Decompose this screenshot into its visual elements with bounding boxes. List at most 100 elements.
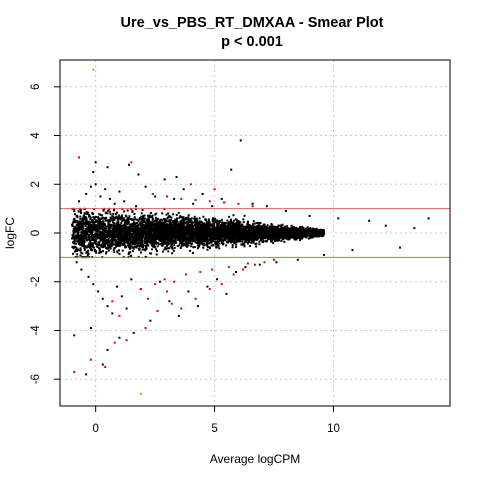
band-point: [139, 223, 142, 226]
band-point: [180, 244, 183, 247]
band-point: [156, 250, 159, 253]
band-point: [197, 243, 200, 246]
band-point: [198, 217, 201, 220]
band-point: [121, 217, 124, 220]
band-point: [148, 235, 151, 238]
band-point: [253, 222, 256, 225]
band-point: [156, 217, 159, 220]
band-point: [166, 220, 169, 223]
band-point: [173, 226, 176, 229]
band-point: [225, 244, 228, 247]
band-point: [129, 246, 132, 249]
band-point: [242, 226, 245, 229]
band-point: [198, 232, 201, 235]
band-point: [194, 222, 197, 225]
band-point: [136, 236, 139, 239]
band-point: [277, 224, 280, 227]
band-point: [92, 213, 95, 216]
band-point: [290, 224, 293, 227]
band-point: [113, 243, 116, 246]
band-point: [142, 220, 145, 223]
band-point: [183, 227, 186, 230]
band-point: [109, 210, 112, 213]
band-point: [86, 226, 89, 229]
band-point: [112, 249, 115, 252]
band-point: [147, 244, 150, 247]
band-point: [72, 232, 75, 235]
band-point: [114, 243, 117, 246]
band-point: [132, 228, 135, 231]
band-point: [178, 216, 181, 219]
band-point: [142, 236, 145, 239]
band-point: [74, 246, 77, 249]
band-point: [259, 237, 262, 240]
band-point: [279, 228, 282, 231]
band-point: [237, 223, 240, 226]
band-point: [86, 251, 89, 254]
band-point: [89, 215, 92, 218]
band-point: [166, 217, 169, 220]
band-point: [154, 223, 157, 226]
band-point: [74, 249, 77, 252]
band-point: [153, 239, 156, 242]
band-point: [183, 221, 186, 224]
band-point: [152, 241, 155, 244]
band-point: [202, 246, 205, 249]
band-point: [165, 213, 168, 216]
band-point: [112, 233, 115, 236]
band-point: [97, 220, 100, 223]
band-point: [264, 239, 267, 242]
band-point: [228, 237, 231, 240]
band-point: [105, 251, 108, 254]
band-point: [258, 240, 261, 243]
band-point: [211, 220, 214, 223]
band-point: [93, 217, 96, 220]
band-point: [195, 228, 198, 231]
band-point: [144, 255, 147, 258]
band-point: [219, 239, 222, 242]
band-point: [90, 232, 93, 235]
band-point: [139, 236, 142, 239]
band-point: [93, 221, 96, 224]
band-point: [116, 216, 119, 219]
band-point: [120, 242, 123, 245]
band-point: [144, 240, 147, 243]
band-point: [101, 243, 104, 246]
band-point: [114, 213, 117, 216]
band-point: [128, 244, 131, 247]
band-point: [80, 231, 83, 234]
band-point: [299, 236, 302, 239]
band-point: [206, 248, 209, 251]
band-point: [109, 239, 112, 242]
band-point: [200, 224, 203, 227]
band-point: [81, 229, 84, 232]
band-point: [118, 235, 121, 238]
band-point: [148, 238, 151, 241]
band-point: [216, 220, 219, 223]
band-point: [218, 242, 221, 245]
band-point: [114, 226, 117, 229]
band-point: [202, 235, 205, 238]
band-point: [177, 223, 180, 226]
band-point: [91, 211, 94, 214]
band-point: [82, 226, 85, 229]
band-point: [101, 245, 104, 248]
band-point: [138, 232, 141, 235]
band-point: [107, 231, 110, 234]
band-point: [259, 222, 262, 225]
band-point: [137, 244, 140, 247]
band-point: [299, 226, 302, 229]
band-point: [168, 223, 171, 226]
band-point: [183, 237, 186, 240]
band-point: [176, 228, 179, 231]
band-point: [228, 221, 231, 224]
band-point: [271, 239, 274, 242]
band-point: [146, 223, 149, 226]
band-point: [158, 219, 161, 222]
band-point: [248, 244, 251, 247]
band-point: [155, 242, 158, 245]
band-point: [112, 225, 115, 228]
band-point: [138, 233, 141, 236]
band-point: [179, 247, 182, 250]
band-point: [135, 224, 138, 227]
